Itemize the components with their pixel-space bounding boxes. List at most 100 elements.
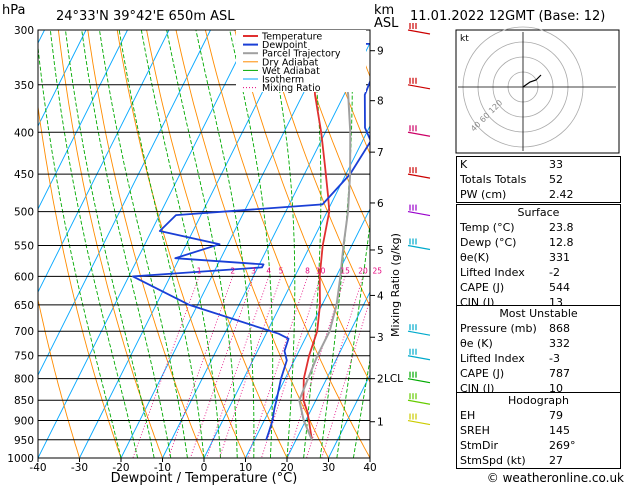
wet-adiabat-line bbox=[38, 43, 122, 458]
datetime-title: 11.01.2022 12GMT (Base: 12) bbox=[410, 9, 605, 24]
pressure-tick-label: 900 bbox=[14, 416, 34, 428]
param-row: StmSpd (kt) 27 bbox=[457, 453, 620, 468]
dry-adiabat-line bbox=[204, 30, 370, 458]
temperature-tick-label: -10 bbox=[154, 462, 171, 474]
param-name: θe(K) bbox=[460, 251, 490, 264]
km-tick-label: 9 bbox=[377, 46, 384, 58]
param-row: Pressure (mb) 868 bbox=[457, 321, 620, 336]
param-value: 23.8 bbox=[549, 221, 574, 234]
wind-barb bbox=[407, 324, 431, 336]
isotherm-line bbox=[203, 124, 370, 458]
pressure-tick-label: 350 bbox=[14, 80, 34, 92]
wet-adiabat-line bbox=[118, 30, 205, 458]
mixing-ratio-label: 15 bbox=[340, 266, 350, 275]
km-tick-label: 7 bbox=[377, 147, 384, 159]
pressure-tick-label: 500 bbox=[14, 207, 34, 219]
mixing-ratio-label: 3 bbox=[251, 266, 256, 275]
hodograph-params-box: Hodograph EH 79 SREH 145 StmDir 269° StmSpd (k… bbox=[456, 392, 621, 469]
param-row: Temp (°C) 23.8 bbox=[457, 220, 620, 235]
isotherm-line bbox=[286, 290, 370, 458]
pressure-tick-label: 700 bbox=[14, 326, 34, 338]
barb-shaft bbox=[407, 399, 431, 405]
axis-ticks: 1 2 3 4 5 8 10 15 20 2530035040045050055060065070… bbox=[7, 25, 403, 474]
param-name: CAPE (J) bbox=[460, 367, 505, 380]
barb-shaft bbox=[407, 173, 431, 179]
temperature-tick-label: -40 bbox=[29, 462, 46, 474]
surface-title: Surface bbox=[517, 206, 560, 219]
legend-entry: Isotherm bbox=[262, 75, 304, 86]
param-value: 544 bbox=[549, 281, 570, 294]
param-name: CIN (J) bbox=[460, 382, 495, 395]
wind-barb bbox=[407, 238, 431, 251]
km-tick-label: 6 bbox=[377, 198, 384, 210]
temperature-tick-label: 0 bbox=[201, 462, 208, 474]
footer-credit: © weatheronline.co.uk bbox=[487, 471, 624, 485]
param-row: Lifted Index -3 bbox=[457, 351, 620, 366]
mixing-ratio-label: 8 bbox=[305, 266, 310, 275]
param-name: EH bbox=[460, 409, 476, 422]
series-dewpoint bbox=[132, 30, 370, 441]
param-name: StmDir bbox=[460, 439, 499, 452]
temperature-tick-label: 30 bbox=[322, 462, 335, 474]
param-value: 79 bbox=[549, 409, 563, 422]
km-label: km bbox=[374, 3, 394, 18]
param-row: EH 79 bbox=[457, 408, 620, 423]
pressure-tick-label: 850 bbox=[14, 395, 34, 407]
param-name: θe (K) bbox=[460, 337, 493, 350]
legend-entry: Wet Adiabat bbox=[262, 66, 320, 77]
wind-barb bbox=[407, 23, 431, 35]
legend-entry: Temperature bbox=[261, 32, 322, 43]
hpa-label: hPa bbox=[2, 3, 25, 18]
pressure-tick-label: 600 bbox=[14, 271, 34, 283]
wind-barb bbox=[407, 348, 431, 361]
param-name: StmSpd (kt) bbox=[460, 454, 526, 467]
isotherm-line bbox=[38, 30, 87, 128]
temperature-tick-label: 20 bbox=[280, 462, 293, 474]
wet-adiabat-line bbox=[195, 30, 255, 458]
mixing-ratio-line bbox=[306, 276, 364, 458]
wet-adiabat-line bbox=[99, 30, 188, 458]
wind-barb bbox=[407, 371, 431, 384]
legend-entry: Dry Adiabat bbox=[262, 57, 319, 68]
param-name: K bbox=[460, 158, 468, 171]
param-name: PW (cm) bbox=[460, 188, 507, 201]
param-row: K 33 bbox=[457, 157, 620, 172]
param-value: 331 bbox=[549, 251, 570, 264]
unstable-title: Most Unstable bbox=[499, 307, 578, 320]
dry-adiabat-line bbox=[38, 103, 122, 458]
temperature-tick-label: -20 bbox=[112, 462, 129, 474]
mixing-ratio-axis-label: Mixing Ratio (g/kg) bbox=[389, 233, 402, 337]
wind-barb bbox=[407, 393, 431, 405]
legend-entry: Dewpoint bbox=[262, 40, 307, 51]
param-name: Totals Totals bbox=[460, 173, 527, 186]
barb-shaft bbox=[407, 29, 431, 35]
hodograph-trace bbox=[522, 74, 542, 88]
wet-adiabat-line bbox=[49, 30, 139, 458]
pressure-tick-label: 650 bbox=[14, 300, 34, 312]
km-tick-label: 8 bbox=[377, 96, 384, 108]
isotherm-line bbox=[38, 30, 128, 211]
km-tick-label: 2 bbox=[377, 374, 384, 386]
km-tick-label: 5 bbox=[377, 245, 384, 257]
pressure-tick-label: 450 bbox=[14, 169, 34, 181]
param-row: PW (cm) 2.42 bbox=[457, 187, 620, 202]
param-name: Dewp (°C) bbox=[460, 236, 517, 249]
pressure-tick-label: 550 bbox=[14, 240, 34, 252]
dry-adiabat-line bbox=[293, 30, 370, 232]
unstable-box: Most Unstable Pressure (mb) 868 θe (K) 332 L… bbox=[456, 305, 621, 397]
mixing-ratio-label: 25 bbox=[372, 266, 382, 275]
barb-shaft bbox=[407, 378, 431, 384]
param-value: 145 bbox=[549, 424, 570, 437]
plot-frame bbox=[37, 29, 371, 459]
isotherm-line bbox=[79, 30, 294, 458]
param-value: 33 bbox=[549, 158, 563, 171]
param-row: Lifted Index -2 bbox=[457, 265, 620, 280]
wet-adiabat-line bbox=[140, 30, 222, 458]
wind-barb bbox=[407, 77, 431, 90]
param-value: 27 bbox=[549, 454, 563, 467]
hodograph-params-title: Hodograph bbox=[508, 394, 569, 407]
param-row: CAPE (J) 787 bbox=[457, 366, 620, 381]
mixing-ratio-label: 20 bbox=[358, 266, 368, 275]
wind-barb bbox=[407, 413, 431, 426]
param-value: -3 bbox=[549, 352, 560, 365]
